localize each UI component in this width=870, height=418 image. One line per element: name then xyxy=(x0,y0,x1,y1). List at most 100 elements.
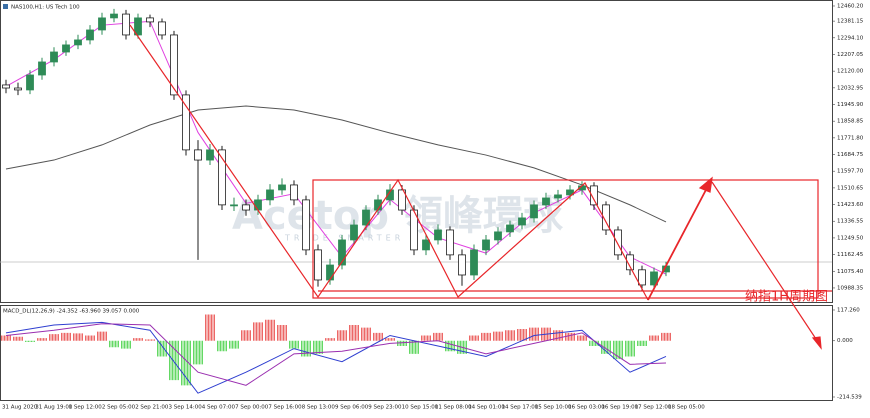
candle-body xyxy=(638,269,646,286)
x-tick-label: 9 Sep 06:00 xyxy=(335,405,369,411)
candle-body xyxy=(254,199,262,211)
candle-body xyxy=(542,197,550,206)
candle-body xyxy=(38,61,46,76)
y-tick-label: 11510.65 xyxy=(837,185,864,191)
y-tick-label: 11423.60 xyxy=(837,202,864,208)
candle-body xyxy=(86,29,94,41)
candle-body xyxy=(302,199,310,251)
arrow-up-head xyxy=(698,176,713,193)
range-box xyxy=(312,179,819,299)
candle-body xyxy=(2,84,10,89)
plot: 12460.20 12381.15 12294.10 12207.05 12120.00… xyxy=(1,3,864,411)
candle-body xyxy=(494,231,502,241)
candle-body xyxy=(338,239,346,266)
candle-body xyxy=(386,189,394,201)
arrow-down xyxy=(711,181,819,343)
y-tick-label: 11249.50 xyxy=(837,235,864,241)
candle-body xyxy=(74,39,82,46)
candle-body xyxy=(530,204,538,219)
candle-body xyxy=(182,94,190,151)
candle-body xyxy=(398,189,406,211)
x-tick-label: 8 Sep 13:00 xyxy=(302,405,336,411)
candle-body xyxy=(362,209,370,226)
candle-body xyxy=(122,13,130,36)
candle-body xyxy=(290,184,298,201)
candle-body xyxy=(170,34,178,96)
x-tick-label: 2 Sep 05:00 xyxy=(102,405,136,411)
y-tick-label: 11162.45 xyxy=(837,252,864,258)
x-tick-label: 3 Sep 14:00 xyxy=(169,405,203,411)
candle-body xyxy=(434,229,442,241)
x-tick-label: 31 Aug 19:00 xyxy=(35,405,73,411)
candle-body xyxy=(14,87,22,91)
candle-body xyxy=(266,189,274,201)
watermark: Acetop 領峰環球 xyxy=(232,193,564,239)
y-tick-label: 12294.10 xyxy=(837,35,864,41)
price-panel xyxy=(0,0,833,303)
x-tick-label: 9 Sep 23:00 xyxy=(368,405,402,411)
candle-body xyxy=(614,229,622,256)
y-tick-label: 117.260 xyxy=(837,307,860,313)
candle-body xyxy=(458,254,466,276)
x-tick-label: 7 Sep 00:00 xyxy=(235,405,269,411)
header: NAS100,H1: US Tech 100 xyxy=(11,5,80,11)
candle-body xyxy=(134,17,142,36)
x-tick-label: 14 Sep 17:00 xyxy=(502,405,539,411)
indicator-line xyxy=(5,105,667,223)
candle-body xyxy=(242,204,250,211)
candle-body xyxy=(422,239,430,251)
candle-body xyxy=(158,21,166,36)
candle-body xyxy=(230,204,238,207)
candle-body xyxy=(98,17,106,31)
y-tick-label: 12120.00 xyxy=(837,69,864,75)
candle-body xyxy=(518,217,526,226)
annotation-note: 纳指1H周期图 xyxy=(745,290,828,305)
x-tick-label: 7 Sep 16:00 xyxy=(268,405,302,411)
candle-body xyxy=(206,149,214,161)
candle-body xyxy=(482,239,490,251)
macd-title: MACD_DL(12,26,9) -24.352 -63.960 39.057 … xyxy=(3,309,140,315)
zigzag xyxy=(129,24,649,301)
x-tick-label: 2 Sep 21:00 xyxy=(135,405,169,411)
candle-body xyxy=(566,189,574,196)
arrow-up xyxy=(647,185,709,301)
y-tick-label: 0.000 xyxy=(837,338,853,344)
candle-body xyxy=(626,254,634,271)
x-tick-label: 1 Sep 12:00 xyxy=(69,405,103,411)
candle-body xyxy=(26,74,34,91)
candle-body xyxy=(554,194,562,199)
drawings xyxy=(129,24,832,350)
y-tick-label: 11597.70 xyxy=(837,169,864,175)
y-tick-label: 11075.40 xyxy=(837,269,864,275)
candle-body xyxy=(278,184,286,191)
candle-body xyxy=(326,264,334,281)
x-tick-label: 4 Sep 07:00 xyxy=(202,405,236,411)
y-tick-label: 12460.20 xyxy=(837,3,864,9)
x-tick-label: 17 Sep 12:00 xyxy=(635,405,672,411)
y-tick-label: 12207.05 xyxy=(837,52,864,58)
candle-body xyxy=(62,44,70,53)
x-tick-label: 18 Sep 05:00 xyxy=(668,405,705,411)
y-tick-label: 11858.85 xyxy=(837,119,864,125)
candle-body xyxy=(146,17,154,23)
y-tick-label: 12032.95 xyxy=(837,85,864,91)
candle-body xyxy=(50,51,58,63)
y-tick-label: 11945.90 xyxy=(837,102,864,108)
candle-body xyxy=(194,149,202,161)
y-tick-label: 11336.55 xyxy=(837,219,864,225)
candle-body xyxy=(314,249,322,281)
symbol-icon xyxy=(3,4,8,9)
candle-body xyxy=(470,249,478,276)
x-tick-label: 10 Sep 15:00 xyxy=(402,405,439,411)
candle-body xyxy=(110,13,118,19)
candle-body xyxy=(590,185,598,206)
y-tick-label: 12381.15 xyxy=(837,19,864,25)
x-tick-label: 15 Sep 10:00 xyxy=(535,405,572,411)
macd-panel xyxy=(0,305,833,401)
candle-body xyxy=(446,229,454,256)
x-tick-label: 16 Sep 03:00 xyxy=(568,405,605,411)
candle-body xyxy=(218,149,226,206)
indicator-line xyxy=(5,323,667,386)
candle-body xyxy=(650,271,658,286)
